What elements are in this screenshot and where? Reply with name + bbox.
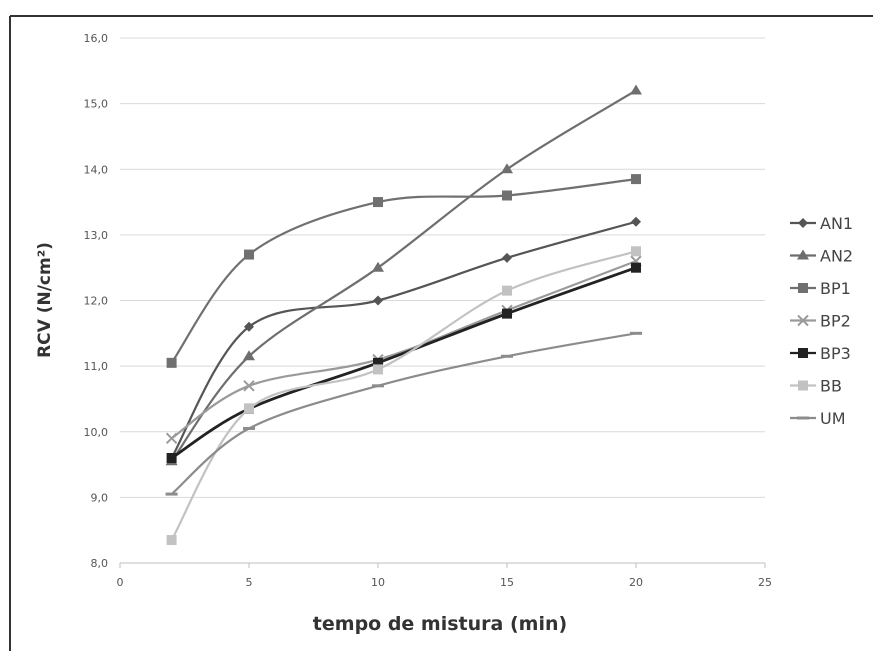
legend-item-um: UM bbox=[790, 409, 846, 428]
legend-label: AN1 bbox=[820, 214, 853, 233]
axes: 8,0 9,0 10,0 11,0 12,0 13,0 14,0 15,0 16,0 0 5 10 15… bbox=[84, 32, 773, 589]
data-point-bb bbox=[244, 403, 254, 414]
data-point-bp1 bbox=[631, 174, 641, 185]
data-point-bp1 bbox=[373, 197, 383, 208]
data-point-bp2 bbox=[165, 432, 178, 445]
x-tick-label: 15 bbox=[500, 576, 514, 589]
legend-marker bbox=[798, 218, 808, 228]
data-point-an2 bbox=[243, 350, 255, 361]
legend-marker bbox=[797, 249, 809, 260]
y-tick-label: 10,0 bbox=[84, 426, 109, 439]
y-axis-title: RCV (N/cm²) bbox=[35, 242, 55, 358]
x-tick-label: 10 bbox=[371, 576, 385, 589]
legend-label: BP3 bbox=[820, 344, 851, 363]
series-um bbox=[165, 331, 642, 496]
y-tick-label: 16,0 bbox=[84, 32, 109, 45]
legend-item-bb: BB bbox=[790, 377, 842, 396]
series-an1 bbox=[166, 216, 641, 463]
series-an2 bbox=[165, 84, 642, 466]
legend-label: BB bbox=[820, 377, 842, 396]
y-tick-label: 8,0 bbox=[91, 557, 109, 570]
legend-marker bbox=[798, 348, 808, 358]
x-tick-label: 20 bbox=[629, 576, 643, 589]
data-point-bb bbox=[502, 285, 512, 296]
data-point-bb bbox=[166, 535, 177, 546]
y-tick-label: 12,0 bbox=[84, 295, 109, 308]
data-point-an1 bbox=[373, 295, 383, 306]
data-point-an1 bbox=[631, 216, 641, 227]
legend-item-bp2: BP2 bbox=[790, 312, 851, 331]
data-point-bp1 bbox=[244, 249, 254, 260]
x-tick-label: 0 bbox=[117, 576, 124, 589]
y-tick-label: 9,0 bbox=[91, 491, 109, 504]
data-point-bp3 bbox=[166, 453, 177, 463]
legend-label: BP2 bbox=[820, 312, 851, 331]
data-point-an2 bbox=[630, 84, 642, 95]
data-point-bp1 bbox=[166, 357, 177, 368]
data-point-bp3 bbox=[373, 357, 383, 368]
data-point-bp2 bbox=[243, 380, 255, 392]
data-point-bp3 bbox=[502, 308, 512, 319]
y-tick-label: 13,0 bbox=[84, 229, 109, 242]
legend-marker bbox=[798, 283, 808, 293]
legend-item-an1: AN1 bbox=[790, 214, 853, 233]
data-point-an1 bbox=[502, 252, 512, 263]
x-axis-title: tempo de mistura (min) bbox=[313, 613, 567, 635]
legend-marker bbox=[797, 314, 809, 327]
series-group bbox=[165, 84, 642, 546]
data-point-an2 bbox=[372, 261, 384, 272]
data-point-an1 bbox=[244, 321, 254, 332]
series-bp1 bbox=[166, 174, 641, 368]
y-tick-label: 14,0 bbox=[84, 163, 109, 176]
data-point-bb bbox=[373, 364, 383, 375]
legend-item-bp3: BP3 bbox=[790, 344, 851, 363]
legend-label: AN2 bbox=[820, 247, 853, 266]
data-point-bp1 bbox=[502, 190, 512, 201]
x-tick-label: 25 bbox=[758, 576, 772, 589]
x-tick-label: 5 bbox=[246, 576, 253, 589]
legend-item-an2: AN2 bbox=[790, 247, 853, 266]
data-point-bb bbox=[631, 246, 641, 257]
legend-item-bp1: BP1 bbox=[790, 279, 851, 298]
legend-marker bbox=[798, 380, 808, 391]
data-point-an2 bbox=[501, 163, 513, 174]
y-tick-label: 15,0 bbox=[84, 98, 109, 111]
data-point-bp3 bbox=[631, 262, 641, 273]
legend-label: UM bbox=[820, 409, 846, 428]
legend: AN1 AN2 BP1 BP2 BP3 BB UM bbox=[790, 214, 853, 428]
y-tick-label: 11,0 bbox=[84, 360, 109, 373]
legend-label: BP1 bbox=[820, 279, 851, 298]
